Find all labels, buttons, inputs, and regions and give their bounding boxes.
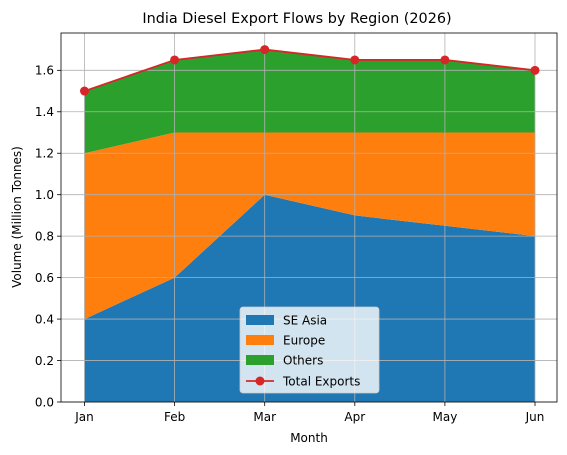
- legend-label: Total Exports: [282, 374, 360, 388]
- total-exports-line: [84, 48, 536, 92]
- legend-label: SE Asia: [283, 313, 327, 327]
- legend-swatch: [246, 355, 274, 365]
- x-axis-label: Month: [290, 431, 328, 445]
- y-tick-label: 0.6: [35, 271, 54, 285]
- total-exports-point: [440, 55, 450, 65]
- x-tick-label: Feb: [164, 410, 185, 424]
- area-series-1: [84, 194, 535, 402]
- total-exports-point: [80, 86, 89, 96]
- y-tick-label: 0.0: [35, 395, 54, 409]
- total-exports-point: [530, 65, 540, 75]
- legend-swatch: [246, 335, 274, 345]
- y-tick-label: 1.0: [35, 188, 54, 202]
- legend-label: Others: [283, 353, 323, 367]
- x-tick-label: Jun: [525, 410, 545, 424]
- total-exports-point: [170, 55, 180, 65]
- y-axis-label: Volume (Million Tonnes): [10, 146, 24, 288]
- area-series-2: [84, 132, 535, 320]
- x-tick-label: Jan: [74, 410, 94, 424]
- legend-line-marker: [255, 376, 265, 386]
- x-tick-label: May: [432, 410, 457, 424]
- y-tick-label: 0.4: [35, 312, 54, 326]
- y-tick-label: 1.4: [35, 105, 54, 119]
- area-series-3: [84, 49, 535, 154]
- total-line: [80, 45, 540, 96]
- x-tick-label: Mar: [253, 410, 276, 424]
- y-tick-label: 1.6: [35, 64, 54, 78]
- total-exports-point: [350, 55, 360, 65]
- legend-box: [239, 306, 380, 394]
- legend-label: Europe: [283, 333, 325, 347]
- plot-frame: [60, 32, 558, 403]
- y-tick-label: 1.2: [35, 147, 54, 161]
- legend: SE Asia Europe Others Total Exports: [239, 306, 380, 394]
- chart-title: India Diesel Export Flows by Region (202…: [142, 11, 451, 27]
- y-tick-label: 0.8: [35, 229, 54, 243]
- x-axis-ticks: Jan Feb Mar Apr May Jun: [74, 402, 544, 424]
- y-tick-label: 0.2: [35, 354, 54, 368]
- legend-swatch: [246, 315, 274, 325]
- area-layers: [84, 49, 535, 402]
- x-tick-label: Apr: [344, 410, 365, 424]
- y-axis-ticks: 0.0 0.2 0.4 0.6 0.8 1.0 1.2 1.4 1.6: [35, 64, 61, 409]
- total-exports-point: [260, 45, 270, 55]
